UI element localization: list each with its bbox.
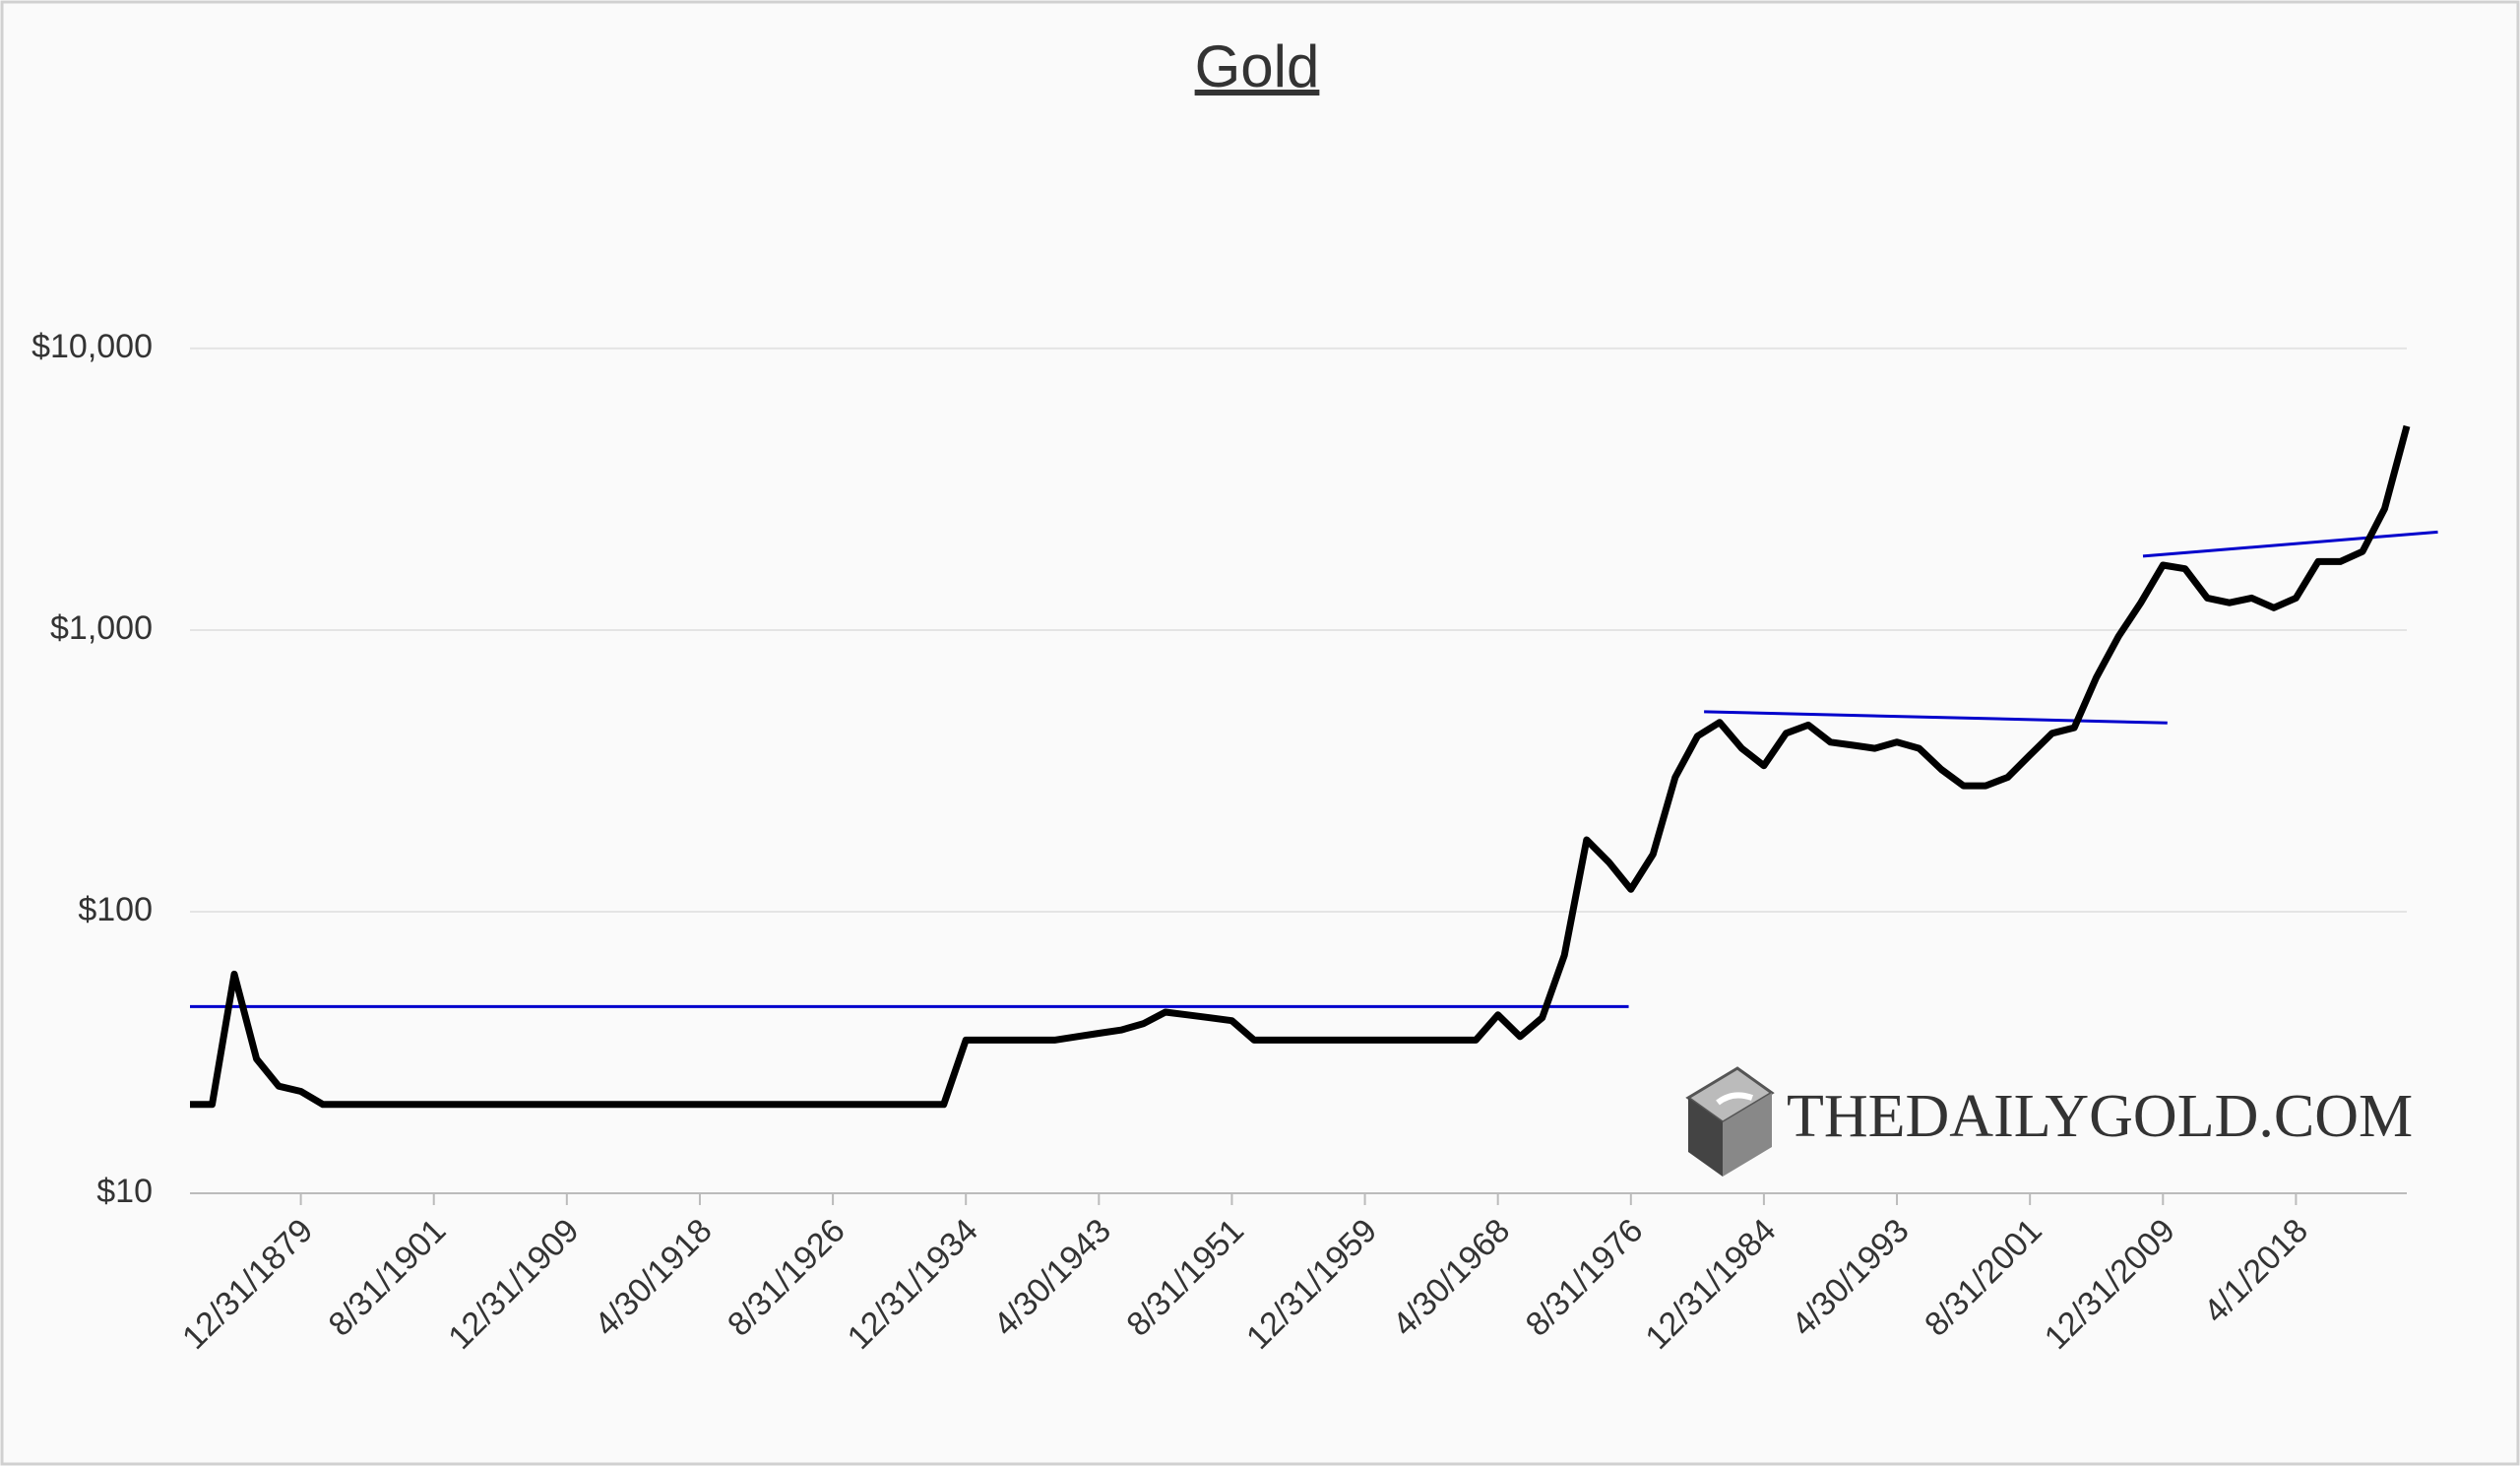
y-tick-label: $10 xyxy=(96,1173,153,1210)
chart-title: Gold xyxy=(1195,33,1320,99)
trendline xyxy=(1704,710,2168,725)
y-tick-label: $100 xyxy=(78,891,153,928)
y-tick-label: $10,000 xyxy=(32,328,153,365)
trendline xyxy=(2142,530,2438,558)
y-tick-label: $1,000 xyxy=(50,609,153,647)
price-line xyxy=(190,424,2411,1109)
watermark: THEDAILYGOLD.COM xyxy=(1787,1083,2413,1150)
watermark-logo xyxy=(1685,1066,1775,1177)
